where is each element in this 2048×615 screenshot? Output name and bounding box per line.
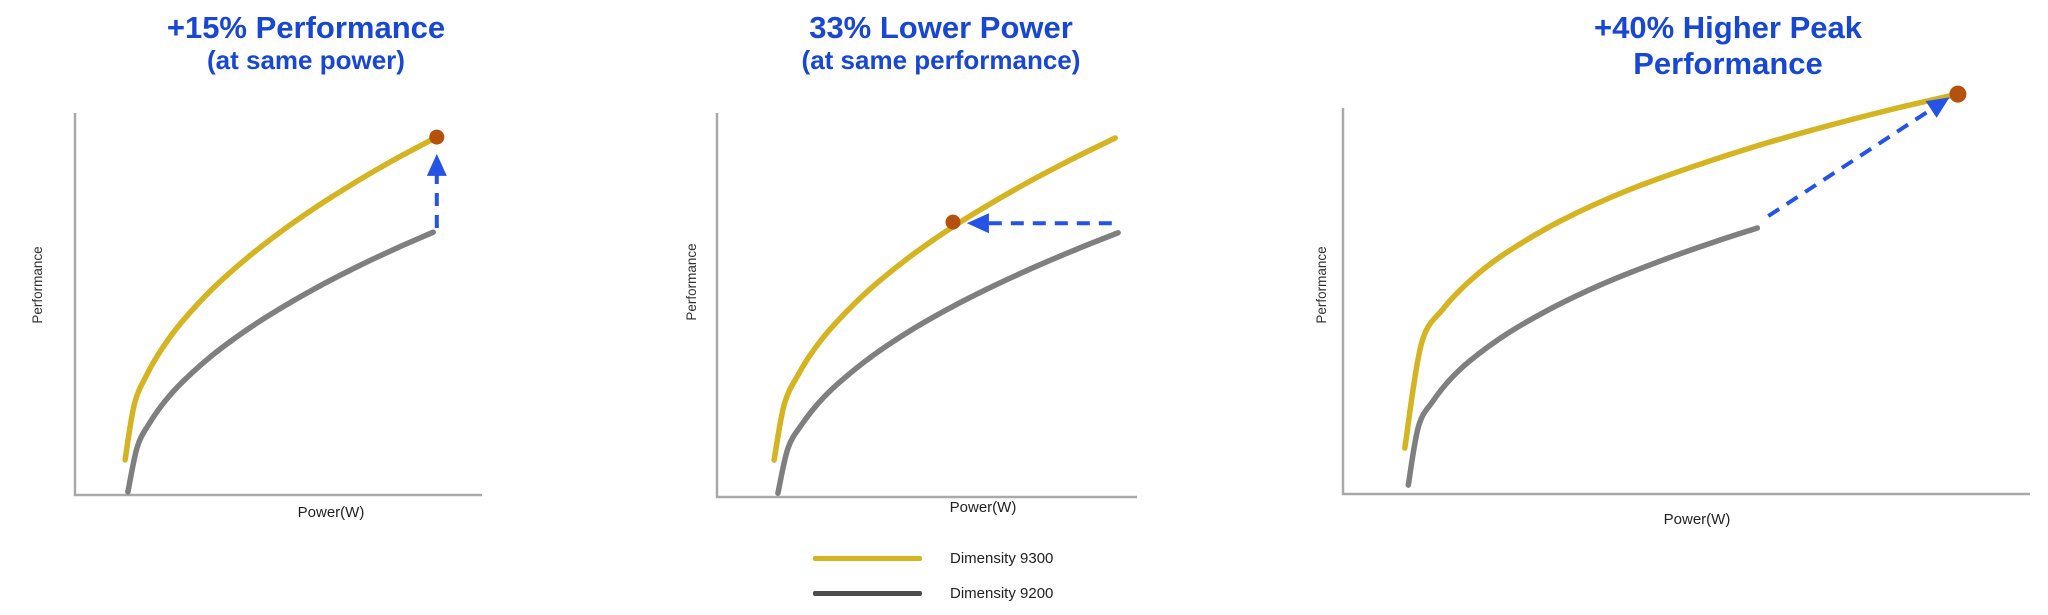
dimensity-9300-line-swatch xyxy=(813,555,922,561)
chart3-y-axis-label: Performance xyxy=(1314,246,1329,324)
chart2-title-line1: 33% Lower Power xyxy=(809,10,1073,45)
chart3-title: +40% Higher Peak Performance xyxy=(1478,10,1978,81)
chart3-x-axis-label: Power(W) xyxy=(1663,511,1731,528)
chart2-y-axis-label: Performance xyxy=(684,243,699,321)
chart2-peak-point-dot xyxy=(945,214,961,230)
chart3-peak-point-dot xyxy=(1949,85,1967,103)
chart1-dimensity-9200-curve xyxy=(125,229,436,495)
chart3-dimensity-9200-curve xyxy=(1405,225,1761,488)
chart2-title-line2: (at same performance) xyxy=(801,44,1081,75)
chart1-title: +15% Performance (at same power) xyxy=(56,10,556,76)
chart2-dimensity-9300-curve xyxy=(771,135,1118,463)
chart2-axes xyxy=(715,113,1137,499)
chart3-gain-arrow xyxy=(1767,97,1950,218)
legend-item-dimensity-9300: Dimensity 9300 xyxy=(813,549,1054,567)
chart1-x-axis-label: Power(W) xyxy=(297,504,365,521)
chart3-dimensity-9300-curve xyxy=(1402,91,1961,451)
legend-label-dimensity-9300: Dimensity 9300 xyxy=(950,549,1054,567)
legend-label-dimensity-9200: Dimensity 9200 xyxy=(950,584,1054,602)
chart1-title-line2: (at same power) xyxy=(207,44,405,75)
chart2-title: 33% Lower Power (at same performance) xyxy=(691,10,1191,76)
chart1-peak-point-dot xyxy=(429,129,445,145)
chart2-dimensity-9200-curve xyxy=(775,230,1121,496)
chart3-title-line2: Performance xyxy=(1633,45,1823,81)
chart3-title-line1: +40% Higher Peak xyxy=(1594,10,1862,45)
legend: Dimensity 9300 Dimensity 9200 xyxy=(813,549,1054,602)
chart1-y-axis-label: Performance xyxy=(30,246,45,324)
chart1-axes xyxy=(73,113,482,497)
chart1-dimensity-9300-curve xyxy=(122,134,440,463)
dimensity-9200-line-swatch xyxy=(813,590,922,596)
legend-item-dimensity-9200: Dimensity 9200 xyxy=(813,584,1054,602)
chart1-title-line1: +15% Performance xyxy=(166,10,446,45)
chart2-x-axis-label: Power(W) xyxy=(949,499,1017,516)
chart3-axes xyxy=(1341,108,2030,496)
